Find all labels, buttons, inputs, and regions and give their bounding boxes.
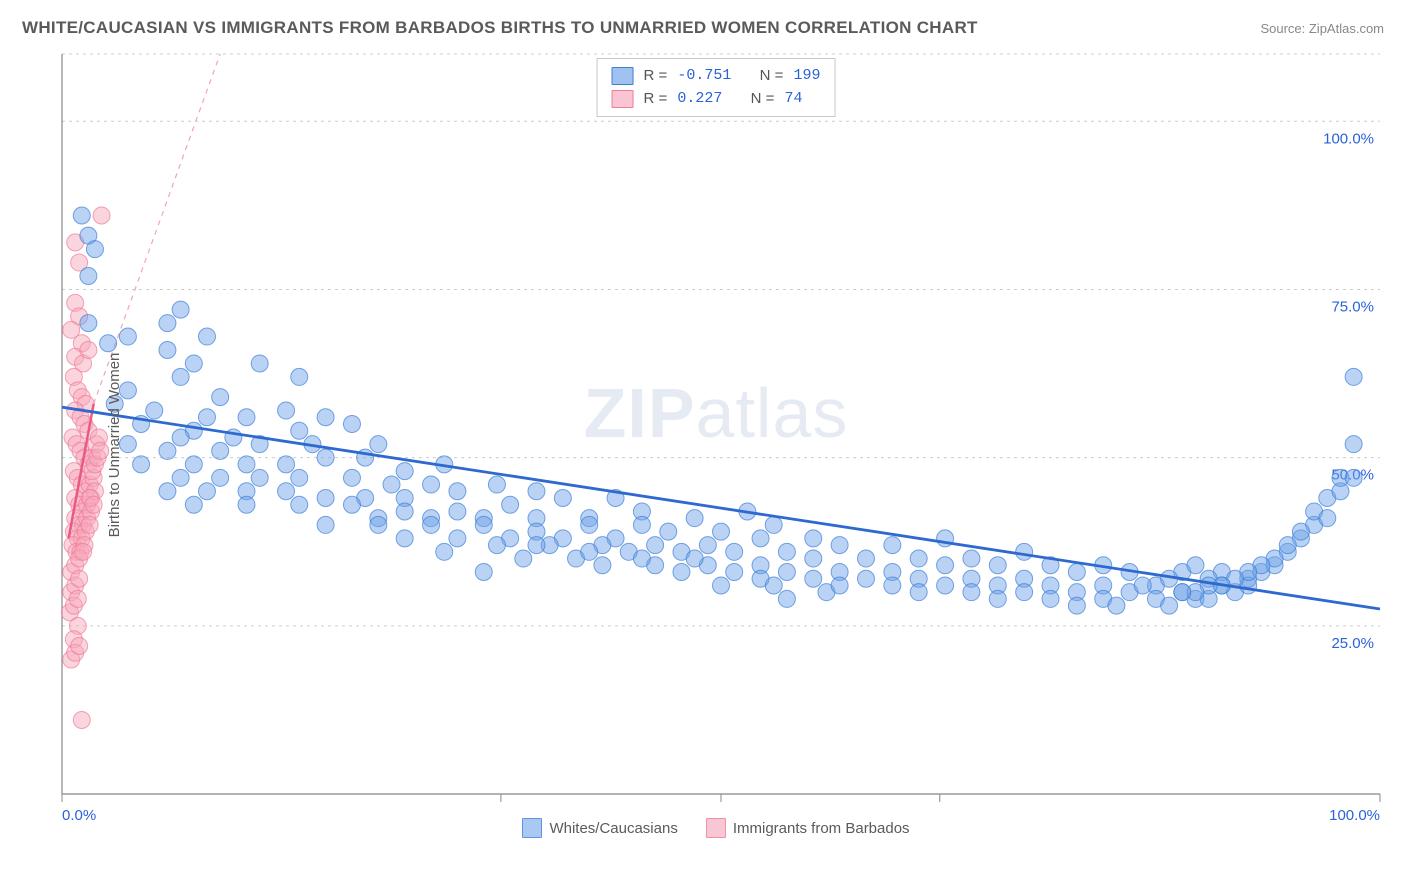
legend-swatch-icon	[706, 818, 726, 838]
r-value: 0.227	[677, 88, 722, 111]
series-legend: Whites/Caucasians Immigrants from Barbad…	[48, 818, 1384, 838]
svg-text:25.0%: 25.0%	[1331, 635, 1374, 652]
scatter-plot: 25.0%50.0%75.0%100.0%0.0%100.0%	[48, 50, 1384, 840]
legend-item: Immigrants from Barbados	[706, 818, 910, 838]
legend-item: Whites/Caucasians	[522, 818, 677, 838]
r-value: -0.751	[677, 65, 731, 88]
legend-label: Immigrants from Barbados	[733, 820, 910, 837]
page-title: WHITE/CAUCASIAN VS IMMIGRANTS FROM BARBA…	[22, 18, 978, 38]
legend-swatch-icon	[522, 818, 542, 838]
n-value: 199	[793, 65, 820, 88]
svg-text:75.0%: 75.0%	[1331, 298, 1374, 315]
n-value: 74	[784, 88, 802, 111]
legend-swatch-icon	[612, 67, 634, 85]
source-attribution: Source: ZipAtlas.com	[1260, 21, 1384, 36]
legend-label: Whites/Caucasians	[549, 820, 677, 837]
y-axis-label: Births to Unmarried Women	[106, 353, 123, 538]
svg-text:100.0%: 100.0%	[1323, 130, 1374, 147]
legend-row: R = -0.751 N = 199	[612, 65, 821, 88]
legend-row: R = 0.227 N = 74	[612, 88, 821, 111]
correlation-legend: R = -0.751 N = 199 R = 0.227 N = 74	[597, 58, 836, 117]
chart-container: Births to Unmarried Women ZIPatlas 25.0%…	[48, 50, 1384, 840]
legend-swatch-icon	[612, 90, 634, 108]
